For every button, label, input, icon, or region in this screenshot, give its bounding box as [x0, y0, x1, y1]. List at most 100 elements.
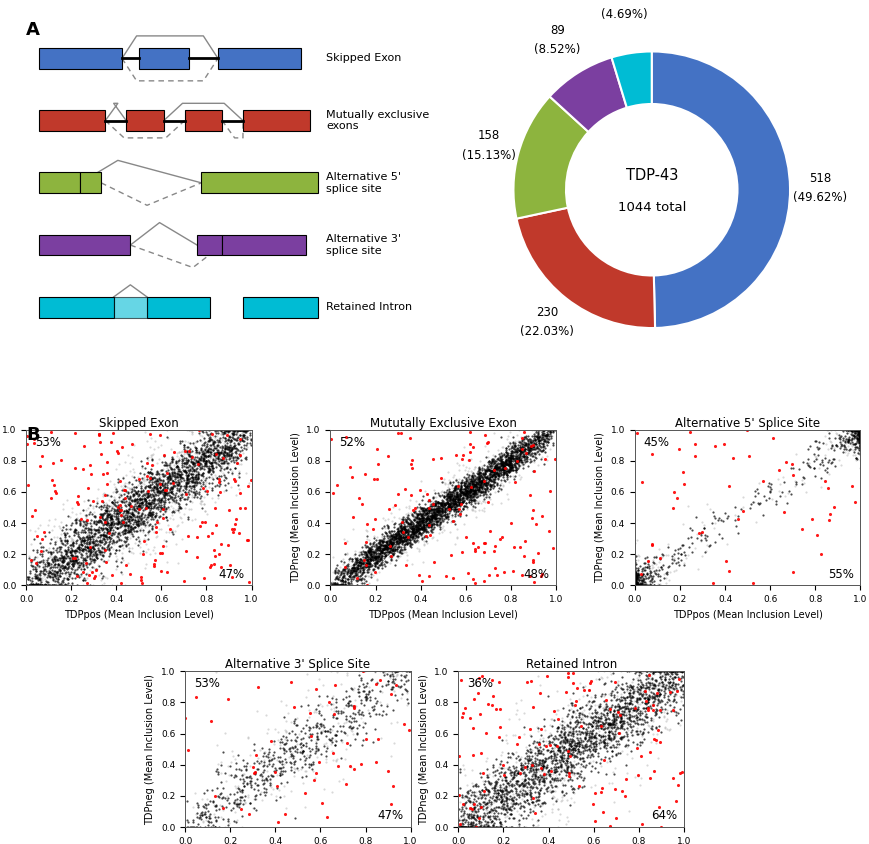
Point [131, 505, 145, 518]
Point [576, 680, 590, 694]
Point [546, 766, 560, 780]
Point [531, 793, 545, 806]
Point [328, 579, 342, 592]
Point [355, 561, 369, 575]
Point [494, 454, 508, 468]
Point [379, 542, 393, 555]
Point [94, 446, 108, 460]
Point [428, 517, 441, 531]
Point [558, 725, 572, 738]
Point [348, 544, 362, 558]
Point [396, 513, 410, 527]
Point [109, 505, 123, 518]
Point [628, 567, 642, 581]
Point [125, 484, 139, 498]
Point [418, 503, 432, 517]
Point [437, 490, 451, 504]
Point [352, 555, 366, 568]
Point [415, 525, 429, 538]
Point [296, 738, 310, 751]
Point [474, 746, 488, 760]
Point [328, 571, 342, 584]
Point [119, 517, 133, 530]
Point [106, 534, 120, 548]
Point [329, 569, 343, 582]
Point [448, 496, 461, 510]
Point [504, 783, 518, 797]
Point [348, 560, 362, 574]
Point [209, 799, 222, 813]
Point [48, 549, 62, 563]
Point [457, 470, 471, 484]
Point [468, 478, 481, 491]
Point [486, 468, 500, 481]
Point [481, 457, 495, 470]
Point [41, 557, 55, 571]
Point [387, 529, 401, 543]
Point [637, 691, 651, 705]
Point [148, 498, 162, 511]
Point [354, 561, 368, 575]
Point [546, 776, 560, 789]
Point [633, 664, 647, 678]
Point [95, 508, 109, 522]
Point [229, 474, 242, 488]
Point [448, 484, 462, 497]
Point [609, 707, 623, 721]
Point [355, 558, 369, 571]
Point [436, 495, 450, 508]
Point [441, 496, 455, 510]
Point [400, 538, 414, 551]
Point [373, 537, 387, 550]
Point [81, 540, 95, 554]
Point [103, 503, 117, 517]
Point [772, 473, 786, 486]
Point [497, 800, 511, 814]
Point [116, 517, 130, 530]
Point [664, 664, 678, 678]
Point [394, 522, 408, 536]
Point [195, 792, 209, 805]
Point [109, 511, 123, 524]
Point [379, 708, 393, 722]
Point [665, 672, 679, 685]
Point [407, 526, 421, 539]
Point [95, 541, 109, 555]
Point [415, 521, 428, 534]
Point [488, 470, 502, 484]
Point [439, 490, 453, 503]
Point [55, 549, 69, 562]
Point [35, 549, 49, 563]
Point [645, 664, 659, 678]
Point [136, 495, 149, 509]
Point [375, 545, 389, 559]
Point [144, 489, 158, 502]
Point [410, 514, 424, 528]
Point [628, 579, 642, 592]
Point [495, 441, 509, 454]
Point [186, 457, 200, 471]
Point [350, 722, 364, 735]
Point [511, 766, 525, 780]
Point [315, 699, 329, 712]
Point [853, 423, 867, 436]
Point [541, 743, 554, 756]
Point [555, 711, 569, 725]
Point [839, 423, 853, 436]
Point [478, 820, 492, 834]
Point [91, 526, 105, 539]
Point [615, 693, 629, 706]
Point [81, 544, 95, 558]
Point [196, 451, 209, 464]
Point [495, 793, 509, 806]
Point [421, 510, 434, 523]
Point [328, 738, 342, 752]
Point [121, 523, 135, 537]
Point [554, 755, 567, 769]
Point [350, 554, 364, 567]
Point [474, 481, 488, 495]
Point [375, 538, 389, 552]
Point [192, 458, 206, 472]
Point [198, 458, 212, 472]
Point [448, 492, 461, 506]
